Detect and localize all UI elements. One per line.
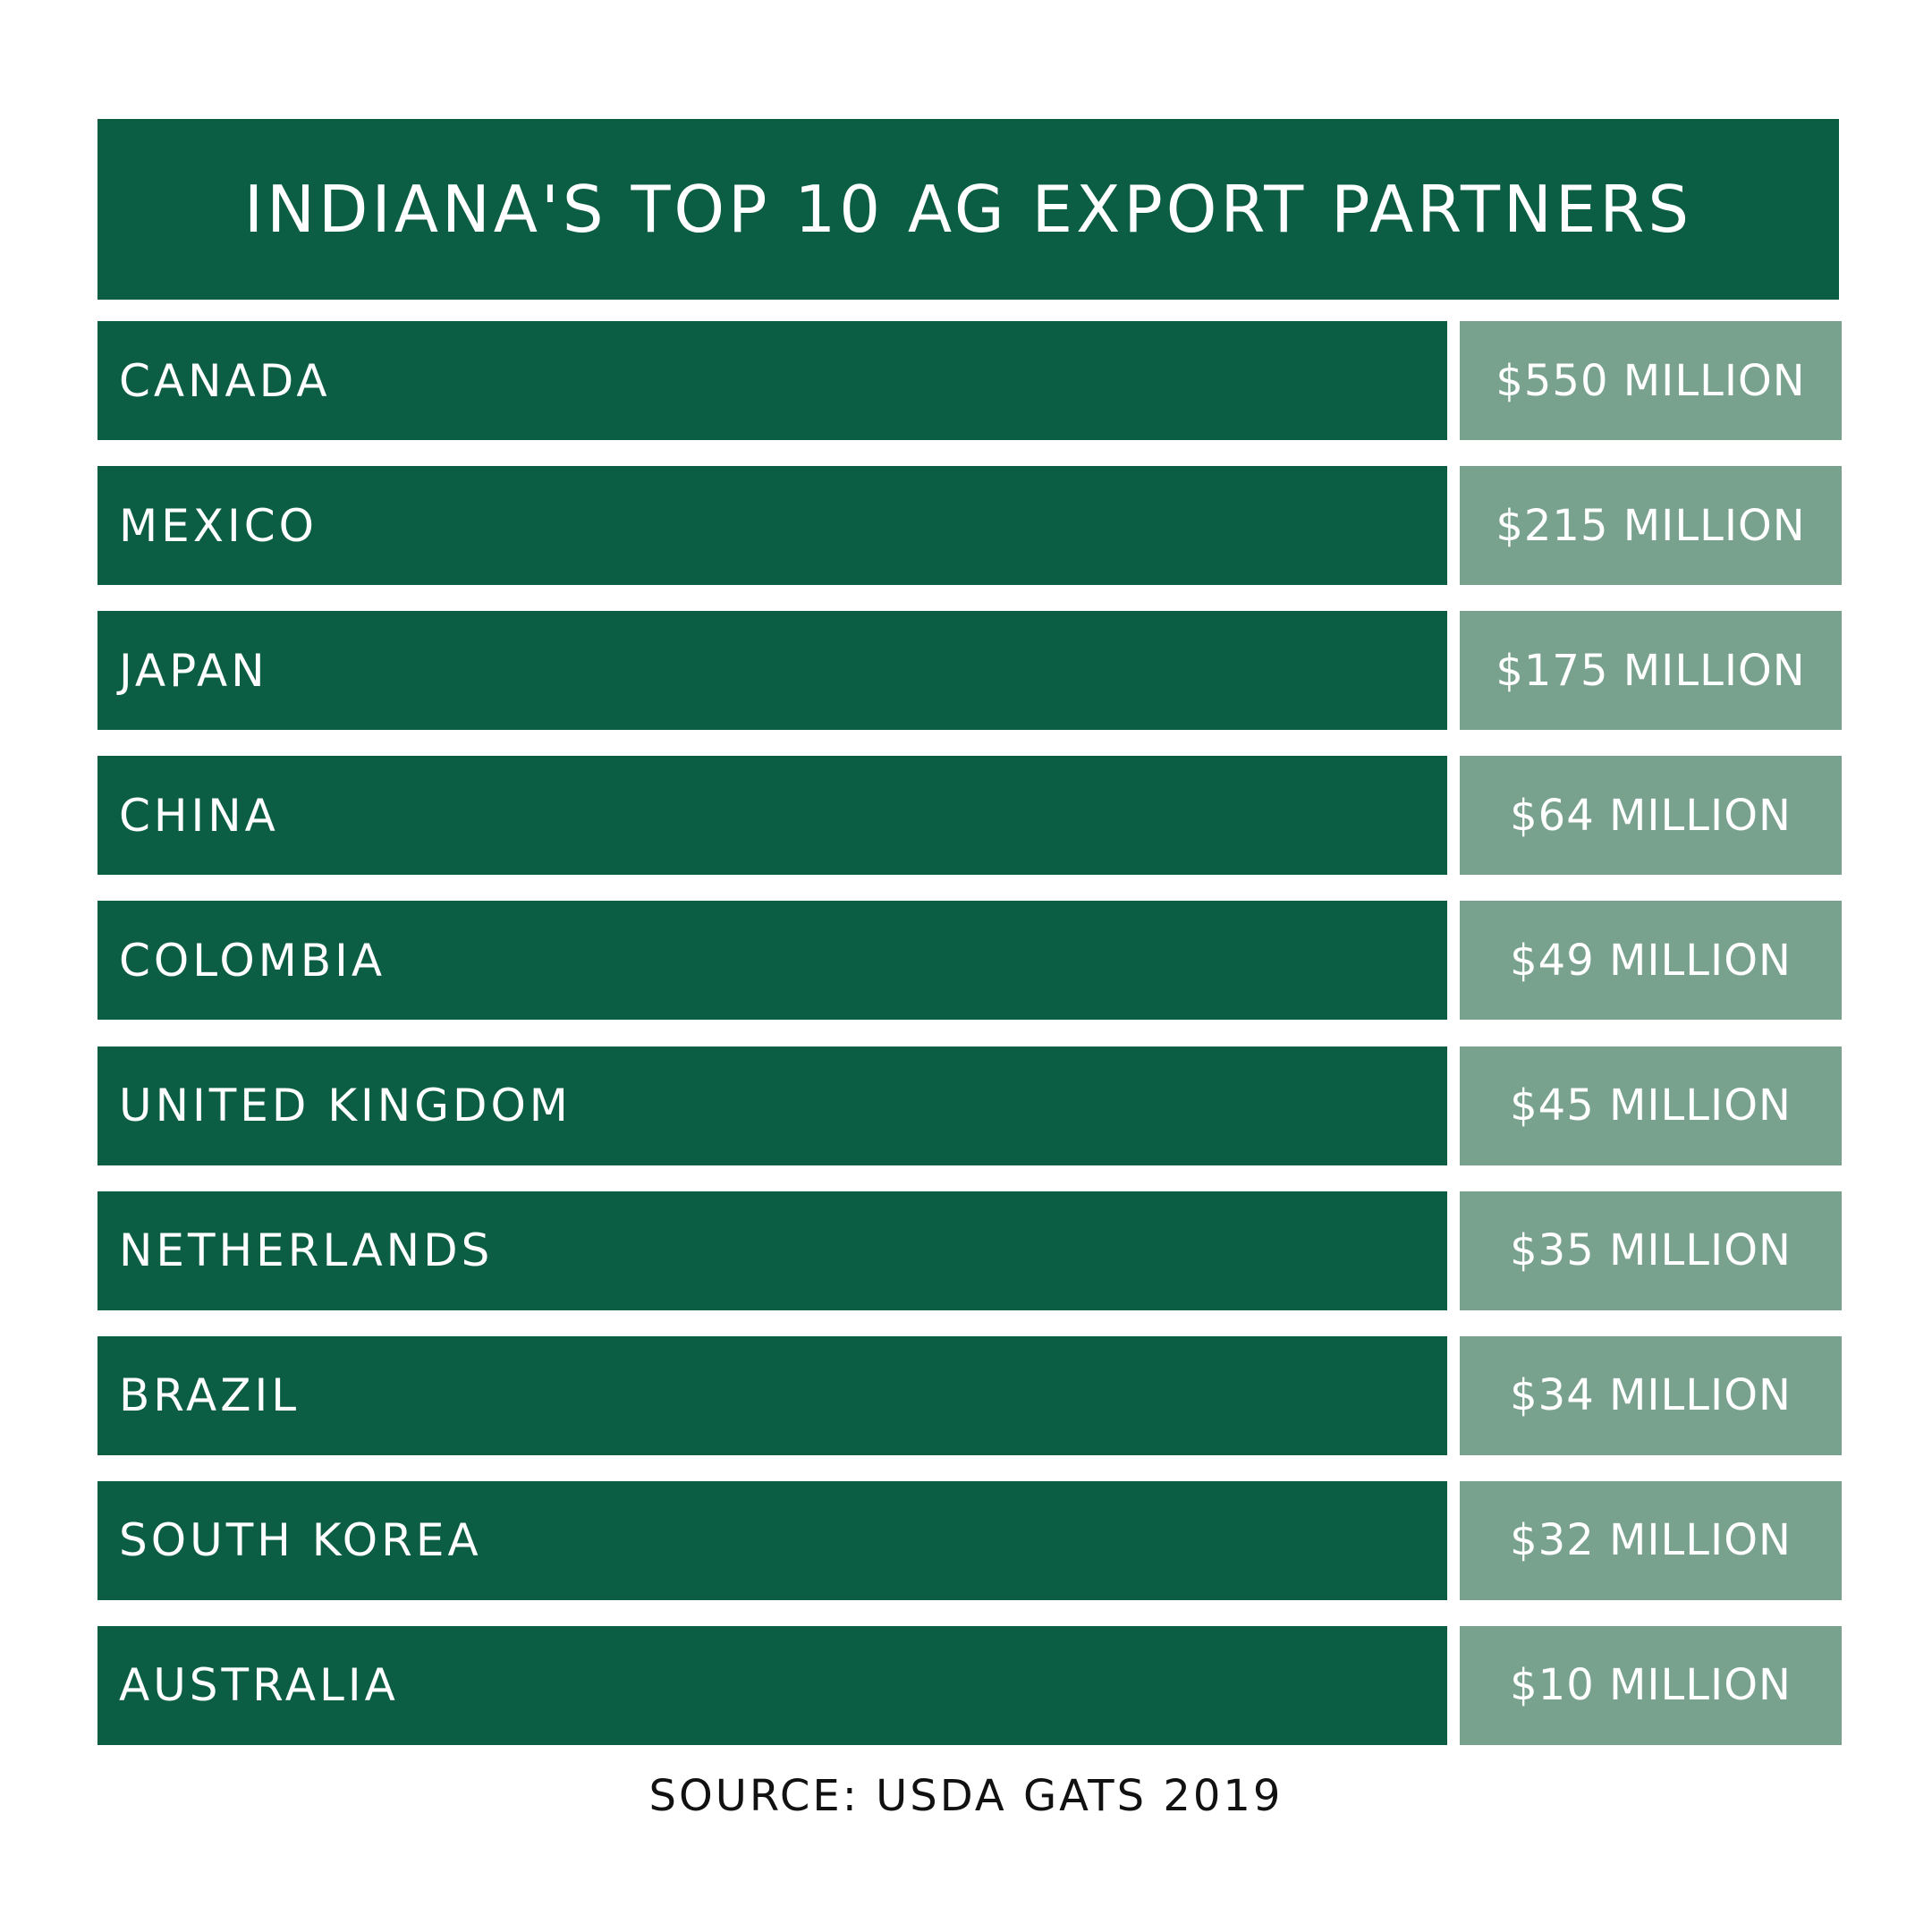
country-name: MEXICO (119, 499, 318, 552)
country-cell: UNITED KINGDOM (97, 1046, 1447, 1165)
country-cell: MEXICO (97, 466, 1447, 586)
country-name: CANADA (119, 354, 331, 407)
country-name: BRAZIL (119, 1369, 301, 1422)
value-cell: $35 MILLION (1460, 1191, 1842, 1310)
title: INDIANA'S TOP 10 AG EXPORT PARTNERS (243, 172, 1693, 247)
value-cell: $10 MILLION (1460, 1625, 1842, 1745)
country-cell: JAPAN (97, 611, 1447, 731)
value-cell: $175 MILLION (1460, 611, 1842, 731)
export-value: $35 MILLION (1510, 1225, 1792, 1276)
export-value: $45 MILLION (1510, 1080, 1792, 1131)
value-cell: $34 MILLION (1460, 1335, 1842, 1455)
country-name: JAPAN (119, 644, 268, 697)
export-value: $34 MILLION (1510, 1370, 1792, 1421)
country-cell: BRAZIL (97, 1335, 1447, 1455)
country-name: AUSTRALIA (119, 1659, 399, 1712)
country-name: COLOMBIA (119, 934, 386, 987)
country-cell: COLOMBIA (97, 901, 1447, 1021)
country-cell: SOUTH KOREA (97, 1480, 1447, 1600)
country-cell: NETHERLANDS (97, 1191, 1447, 1310)
country-cell: CHINA (97, 756, 1447, 876)
export-value: $10 MILLION (1510, 1660, 1792, 1711)
value-cell: $45 MILLION (1460, 1046, 1842, 1165)
country-name: CHINA (119, 789, 279, 842)
value-cell: $49 MILLION (1460, 901, 1842, 1021)
export-value: $49 MILLION (1510, 935, 1792, 986)
country-name: NETHERLANDS (119, 1224, 494, 1277)
value-cell: $215 MILLION (1460, 466, 1842, 586)
export-value: $175 MILLION (1496, 645, 1806, 696)
value-cell: $32 MILLION (1460, 1480, 1842, 1600)
country-name: UNITED KINGDOM (119, 1080, 572, 1131)
title-banner: INDIANA'S TOP 10 AG EXPORT PARTNERS (97, 119, 1839, 300)
export-value: $215 MILLION (1496, 500, 1806, 551)
country-cell: CANADA (97, 321, 1447, 440)
export-value: $32 MILLION (1510, 1515, 1792, 1566)
value-cell: $64 MILLION (1460, 756, 1842, 876)
export-value: $64 MILLION (1510, 790, 1792, 841)
country-cell: AUSTRALIA (97, 1625, 1447, 1745)
export-value: $550 MILLION (1496, 355, 1806, 406)
value-cell: $550 MILLION (1460, 321, 1842, 440)
source: SOURCE: USDA GATS 2019 (648, 1771, 1284, 1821)
country-name: SOUTH KOREA (119, 1514, 482, 1567)
